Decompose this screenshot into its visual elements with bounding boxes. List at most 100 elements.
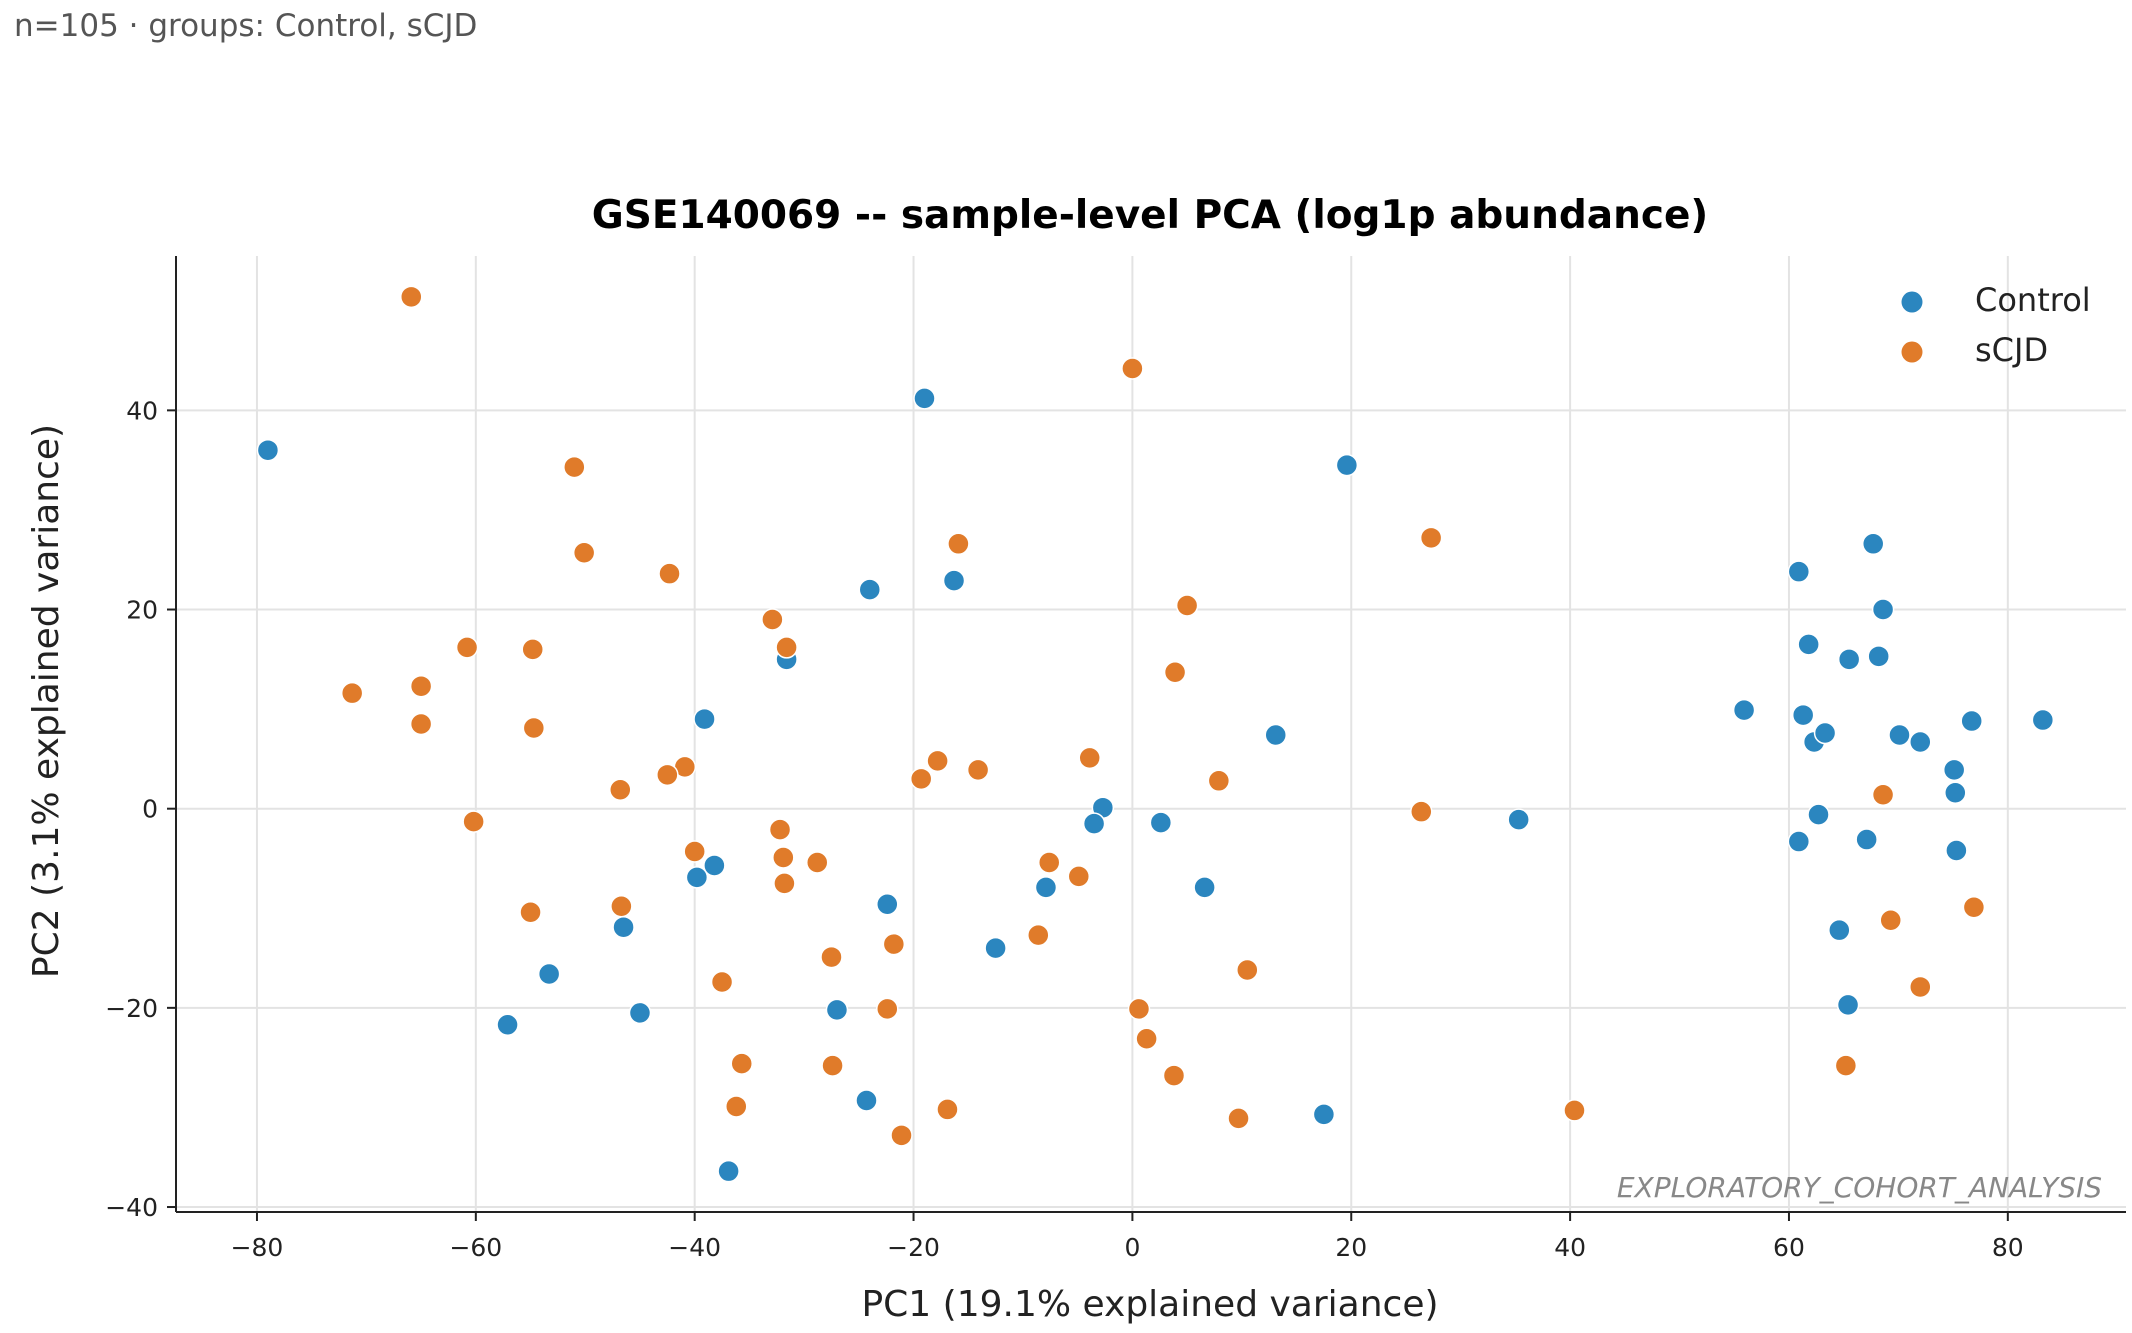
x-tick-label: −40	[668, 1233, 721, 1262]
point-control	[1828, 918, 1851, 942]
point-control	[1312, 1103, 1336, 1126]
y-axis-label: PC2 (3.1% explained variance)	[26, 424, 67, 978]
point-control	[825, 998, 849, 1022]
watermark: EXPLORATORY_COHORT_ANALYSIS	[1617, 1171, 2102, 1204]
point-scjd	[1563, 1099, 1586, 1122]
point-scjd	[1163, 661, 1187, 684]
point-control	[858, 578, 882, 601]
point-scjd	[610, 895, 633, 918]
point-scjd	[1834, 1054, 1858, 1077]
point-control	[1082, 812, 1106, 835]
point-scjd	[400, 285, 423, 309]
point-control	[1944, 781, 1967, 805]
point-scjd	[1236, 958, 1259, 982]
point-scjd	[521, 638, 544, 661]
y-tick-label: −40	[105, 1193, 158, 1222]
point-scjd	[409, 674, 433, 698]
point-scjd	[1227, 1107, 1250, 1130]
point-scjd	[909, 767, 933, 791]
point-scjd	[1037, 851, 1061, 874]
point-scjd	[1879, 908, 1902, 932]
point-control	[1836, 993, 1860, 1017]
points-layer	[256, 285, 2055, 1183]
ticks-layer: −80 −60 −40 −20 0 20 40 60 80 −40 −20 0 20 40	[105, 396, 2023, 1262]
legend-marker-control	[1901, 291, 1923, 313]
point-control	[1909, 730, 1932, 754]
y-tick-label: 20	[126, 596, 158, 625]
point-control	[1871, 598, 1895, 621]
point-scjd	[1127, 997, 1151, 1021]
point-scjd	[1175, 594, 1199, 617]
point-control	[496, 1013, 519, 1037]
point-control	[1945, 839, 1968, 862]
point-control	[1813, 721, 1837, 745]
chart-title: GSE140069 -- sample-level PCA (log1p abu…	[592, 193, 1708, 238]
point-control	[1507, 808, 1530, 831]
point-control	[1807, 803, 1830, 826]
point-scjd	[820, 945, 843, 969]
x-tick-label: −80	[231, 1233, 284, 1262]
point-scjd	[1207, 769, 1231, 793]
x-tick-label: 60	[1773, 1233, 1805, 1262]
point-scjd	[761, 608, 784, 631]
point-control	[2031, 708, 2055, 732]
x-axis-label: PC1 (19.1% explained variance)	[861, 1284, 1438, 1325]
point-scjd	[1410, 800, 1433, 823]
point-scjd	[821, 1054, 844, 1077]
point-scjd	[683, 840, 706, 863]
point-scjd	[947, 532, 970, 556]
point-control	[717, 1159, 740, 1183]
x-tick-label: −20	[887, 1233, 940, 1262]
y-tick-label: 0	[142, 795, 158, 824]
point-scjd	[1909, 975, 1932, 999]
point-scjd	[519, 901, 542, 924]
point-scjd	[1871, 783, 1895, 806]
x-tick-label: 20	[1335, 1233, 1367, 1262]
point-control	[685, 866, 709, 889]
point-scjd	[455, 636, 479, 659]
point-control	[1034, 876, 1058, 899]
point-scjd	[340, 681, 364, 705]
grid-layer	[176, 256, 2126, 1212]
point-scjd	[876, 997, 899, 1021]
x-tick-label: 80	[1992, 1233, 2024, 1262]
legend-label-control: Control	[1975, 281, 2091, 319]
point-scjd	[522, 716, 546, 740]
point-scjd	[658, 562, 681, 585]
header-note: n=105 · groups: Control, sCJD	[14, 8, 478, 44]
point-scjd	[1162, 1064, 1186, 1087]
point-scjd	[563, 455, 586, 479]
point-scjd	[730, 1052, 753, 1075]
point-control	[612, 915, 635, 939]
point-control	[1787, 560, 1811, 583]
point-scjd	[936, 1098, 959, 1121]
point-control	[1960, 709, 1983, 733]
point-scjd	[926, 749, 949, 773]
point-scjd	[772, 846, 795, 869]
point-control	[256, 438, 280, 462]
point-control	[1149, 811, 1173, 834]
point-control	[628, 1001, 652, 1025]
point-control	[876, 893, 899, 916]
point-control	[537, 962, 561, 986]
point-control	[1264, 723, 1287, 747]
point-control	[942, 569, 966, 592]
point-control	[1861, 532, 1885, 556]
point-scjd	[775, 636, 798, 659]
legend-label-scjd: sCJD	[1975, 331, 2048, 369]
point-control	[1888, 723, 1911, 747]
point-scjd	[890, 1124, 913, 1147]
point-control	[1193, 876, 1216, 899]
point-scjd	[1067, 865, 1091, 888]
point-control	[1335, 453, 1359, 477]
point-control	[1787, 830, 1811, 853]
legend: Control sCJD	[1901, 281, 2091, 369]
point-scjd	[725, 1095, 748, 1118]
point-scjd	[1135, 1027, 1158, 1050]
point-scjd	[710, 970, 734, 994]
x-tick-label: 40	[1554, 1233, 1586, 1262]
point-control	[855, 1089, 878, 1112]
point-scjd	[1419, 526, 1443, 550]
point-control	[703, 854, 726, 877]
